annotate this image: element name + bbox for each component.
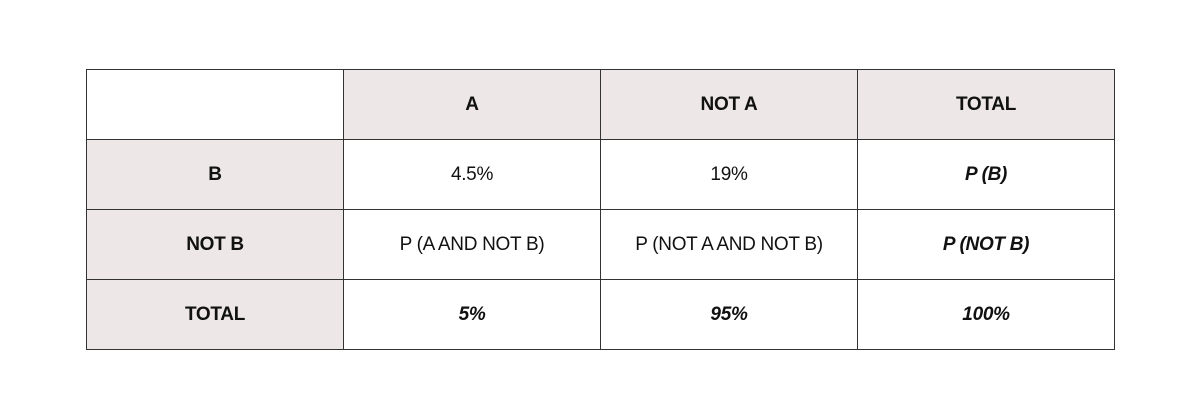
total-cell: 95%: [600, 279, 858, 350]
row-label: NOT B: [86, 209, 344, 280]
table-row: B 4.5% 19% P (B): [86, 139, 1115, 210]
total-cell: 100%: [857, 279, 1115, 350]
probability-table: A NOT A TOTAL B 4.5% 19% P (B) NOT B P (…: [86, 69, 1115, 350]
header-cell: NOT A: [600, 69, 858, 140]
cell: P (NOT A AND NOT B): [600, 209, 858, 280]
cell: P (A AND NOT B): [343, 209, 601, 280]
header-row: A NOT A TOTAL: [86, 69, 1115, 140]
total-cell: P (B): [857, 139, 1115, 210]
row-label: TOTAL: [86, 279, 344, 350]
row-label: B: [86, 139, 344, 210]
table-row: NOT B P (A AND NOT B) P (NOT A AND NOT B…: [86, 209, 1115, 280]
cell: 4.5%: [343, 139, 601, 210]
header-cell: A: [343, 69, 601, 140]
header-cell: TOTAL: [857, 69, 1115, 140]
total-cell: 5%: [343, 279, 601, 350]
table-row: TOTAL 5% 95% 100%: [86, 279, 1115, 350]
total-cell: P (NOT B): [857, 209, 1115, 280]
corner-cell: [86, 69, 344, 140]
table-wrap: A NOT A TOTAL B 4.5% 19% P (B) NOT B P (…: [86, 69, 1115, 350]
cell: 19%: [600, 139, 858, 210]
